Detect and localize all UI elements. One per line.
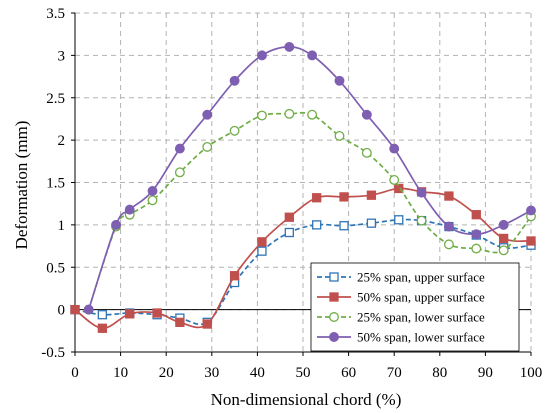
legend-marker — [329, 312, 339, 322]
data-point — [394, 215, 404, 225]
y-tick-label: 0.5 — [46, 260, 65, 276]
data-point — [152, 308, 162, 318]
data-point — [147, 195, 158, 206]
data-point — [257, 110, 267, 121]
data-point — [111, 219, 121, 230]
data-point — [339, 192, 349, 202]
x-axis-title: Non-dimensional chord (%) — [211, 390, 402, 409]
data-point — [498, 233, 509, 244]
data-point — [361, 147, 372, 158]
data-point — [174, 143, 185, 154]
data-point — [229, 125, 240, 136]
legend-label: 50% span, upper surface — [357, 290, 485, 305]
data-point — [334, 75, 345, 86]
data-point — [443, 239, 454, 250]
legend-entry: 25% span, upper surface — [317, 270, 485, 285]
y-tick-label: 1 — [58, 218, 66, 234]
x-tick-label: 40 — [250, 365, 265, 381]
data-point — [307, 109, 318, 120]
data-point — [339, 221, 349, 231]
series — [70, 41, 536, 333]
y-tick-label: 2 — [58, 133, 66, 149]
y-tick-label: 3 — [58, 48, 66, 64]
y-tick-label: 0 — [58, 303, 66, 319]
data-point — [312, 220, 322, 230]
y-tick-label: 1.5 — [46, 176, 65, 192]
data-point — [257, 50, 267, 61]
x-tick-label: 80 — [432, 365, 447, 381]
x-tick-label: 70 — [387, 365, 402, 381]
data-point — [471, 210, 481, 220]
x-tick-label: 60 — [341, 365, 356, 381]
data-point — [389, 175, 400, 185]
data-point — [443, 221, 454, 232]
x-tick-label: 30 — [204, 365, 219, 381]
data-point — [416, 215, 427, 226]
data-point — [70, 304, 80, 315]
data-point — [526, 236, 536, 246]
data-point — [284, 212, 294, 222]
y-tick-label: 3.5 — [46, 6, 65, 22]
legend-label: 25% span, lower surface — [357, 310, 485, 325]
data-point — [366, 218, 377, 228]
tick-labels: 0 10 20 30 40 50 60 70 80 90 100 -0.5 0 0.5 1 1.5 2 2.5 3 3… — [41, 6, 542, 381]
data-point — [83, 304, 94, 315]
data-point — [175, 317, 185, 327]
data-point — [471, 243, 482, 254]
legend: 25% span, upper surface 50% span, upper s… — [310, 262, 520, 352]
data-point — [498, 219, 509, 230]
data-point — [334, 130, 345, 141]
data-point — [147, 186, 158, 196]
data-point — [444, 191, 454, 201]
data-point — [174, 167, 185, 178]
data-point — [202, 141, 213, 152]
data-point — [125, 309, 135, 319]
legend-marker — [329, 272, 339, 282]
legend-marker — [329, 292, 339, 302]
data-point — [307, 50, 318, 61]
data-point — [284, 227, 294, 238]
y-tick-label: -0.5 — [41, 345, 65, 361]
data-point — [284, 108, 295, 119]
legend-entry: 50% span, lower surface — [317, 330, 485, 345]
data-point — [361, 109, 372, 120]
data-point — [389, 143, 400, 154]
series-4 — [83, 41, 536, 315]
y-axis-title: Deformation (mm) — [12, 121, 31, 250]
x-tick-label: 90 — [478, 365, 493, 381]
data-point — [284, 41, 295, 52]
x-tick-label: 100 — [520, 365, 543, 381]
x-tick-label: 0 — [71, 365, 79, 381]
data-point — [366, 190, 377, 200]
data-point — [202, 109, 213, 120]
legend-marker — [329, 332, 339, 342]
data-point — [257, 246, 267, 256]
data-point — [498, 245, 509, 256]
data-point — [416, 187, 427, 198]
data-point — [229, 75, 240, 86]
data-point — [257, 237, 267, 247]
legend-entry: 25% span, lower surface — [317, 310, 485, 325]
data-point — [526, 205, 536, 216]
y-tick-label: 2.5 — [46, 91, 65, 107]
x-tick-label: 50 — [296, 365, 311, 381]
data-point — [202, 319, 212, 329]
data-point — [124, 204, 135, 215]
legend-label: 50% span, lower surface — [357, 330, 485, 345]
x-tick-label: 10 — [113, 365, 128, 381]
data-point — [97, 310, 108, 320]
x-tick-label: 20 — [159, 365, 174, 381]
legend-label: 25% span, upper surface — [357, 270, 485, 285]
data-point — [312, 193, 322, 203]
legend-entry: 50% span, upper surface — [317, 290, 485, 305]
data-point — [471, 229, 482, 240]
data-point — [97, 323, 108, 333]
data-point — [394, 183, 404, 194]
data-point — [229, 271, 240, 281]
